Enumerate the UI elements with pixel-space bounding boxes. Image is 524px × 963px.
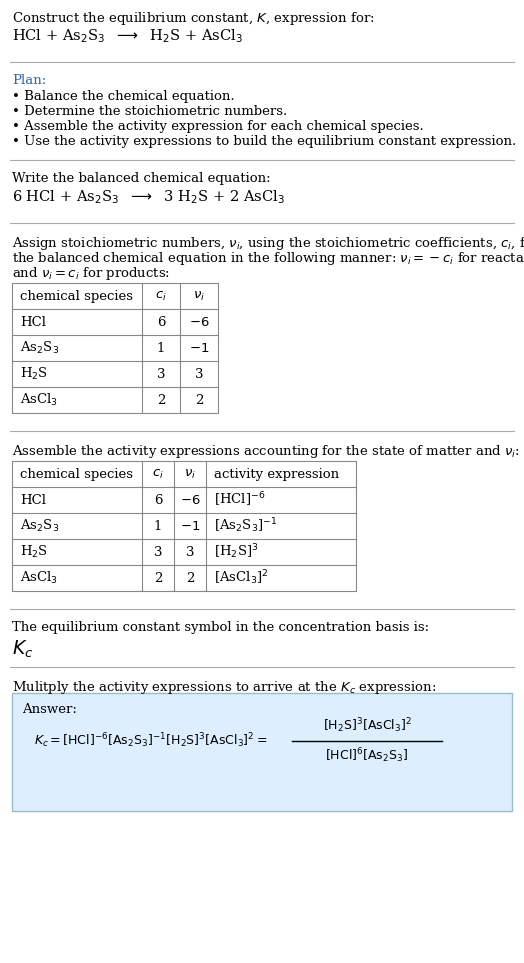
Text: 2: 2 <box>157 394 165 406</box>
Text: [HCl]$^{-6}$: [HCl]$^{-6}$ <box>214 491 266 509</box>
Text: 3: 3 <box>154 545 162 559</box>
Text: activity expression: activity expression <box>214 467 339 481</box>
Text: [AsCl$_3$]$^2$: [AsCl$_3$]$^2$ <box>214 568 268 587</box>
Text: Assemble the activity expressions accounting for the state of matter and $\nu_i$: Assemble the activity expressions accoun… <box>12 443 520 460</box>
Text: 6 HCl + As$_2$S$_3$  $\longrightarrow$  3 H$_2$S + 2 AsCl$_3$: 6 HCl + As$_2$S$_3$ $\longrightarrow$ 3 … <box>12 188 285 206</box>
Text: HCl: HCl <box>20 493 46 507</box>
Text: H$_2$S: H$_2$S <box>20 366 48 382</box>
Text: chemical species: chemical species <box>20 467 133 481</box>
Text: Write the balanced chemical equation:: Write the balanced chemical equation: <box>12 172 270 185</box>
Text: 2: 2 <box>195 394 203 406</box>
Text: $[\mathrm{H_2S}]^3 [\mathrm{AsCl_3}]^2$: $[\mathrm{H_2S}]^3 [\mathrm{AsCl_3}]^2$ <box>323 716 411 736</box>
Text: 2: 2 <box>154 571 162 585</box>
Text: HCl: HCl <box>20 316 46 328</box>
Text: • Balance the chemical equation.: • Balance the chemical equation. <box>12 90 235 103</box>
Text: 3: 3 <box>185 545 194 559</box>
Text: $-1$: $-1$ <box>180 519 200 533</box>
Text: • Determine the stoichiometric numbers.: • Determine the stoichiometric numbers. <box>12 105 287 118</box>
Text: [H$_2$S]$^3$: [H$_2$S]$^3$ <box>214 542 258 561</box>
Text: $-6$: $-6$ <box>180 493 200 507</box>
Text: As$_2$S$_3$: As$_2$S$_3$ <box>20 518 59 534</box>
Text: $-6$: $-6$ <box>189 316 209 328</box>
Text: 6: 6 <box>154 493 162 507</box>
Text: chemical species: chemical species <box>20 290 133 302</box>
Text: the balanced chemical equation in the following manner: $\nu_i = -c_i$ for react: the balanced chemical equation in the fo… <box>12 250 524 267</box>
Text: and $\nu_i = c_i$ for products:: and $\nu_i = c_i$ for products: <box>12 265 170 282</box>
Text: $\nu_i$: $\nu_i$ <box>193 290 205 302</box>
Text: Answer:: Answer: <box>22 703 77 716</box>
Text: HCl + As$_2$S$_3$  $\longrightarrow$  H$_2$S + AsCl$_3$: HCl + As$_2$S$_3$ $\longrightarrow$ H$_2… <box>12 27 243 44</box>
Text: • Assemble the activity expression for each chemical species.: • Assemble the activity expression for e… <box>12 120 424 133</box>
Text: 2: 2 <box>186 571 194 585</box>
Text: 6: 6 <box>157 316 165 328</box>
Text: 3: 3 <box>195 368 203 380</box>
Text: H$_2$S: H$_2$S <box>20 544 48 560</box>
Bar <box>12 461 356 591</box>
Text: $[\mathrm{HCl}]^6 [\mathrm{As_2S_3}]$: $[\mathrm{HCl}]^6 [\mathrm{As_2S_3}]$ <box>325 746 409 766</box>
Text: $K_c = [\mathrm{HCl}]^{-6} [\mathrm{As_2S_3}]^{-1} [\mathrm{H_2S}]^{3} [\mathrm{: $K_c = [\mathrm{HCl}]^{-6} [\mathrm{As_2… <box>34 732 268 750</box>
Text: Plan:: Plan: <box>12 74 46 87</box>
Text: AsCl$_3$: AsCl$_3$ <box>20 392 58 408</box>
Text: • Use the activity expressions to build the equilibrium constant expression.: • Use the activity expressions to build … <box>12 135 516 148</box>
Text: $c_i$: $c_i$ <box>155 290 167 302</box>
Text: $c_i$: $c_i$ <box>152 467 164 481</box>
Text: 1: 1 <box>154 519 162 533</box>
Text: Assign stoichiometric numbers, $\nu_i$, using the stoichiometric coefficients, $: Assign stoichiometric numbers, $\nu_i$, … <box>12 235 524 252</box>
Text: As$_2$S$_3$: As$_2$S$_3$ <box>20 340 59 356</box>
Text: $\nu_i$: $\nu_i$ <box>184 467 196 481</box>
Text: $-1$: $-1$ <box>189 342 209 354</box>
Bar <box>12 283 218 413</box>
FancyBboxPatch shape <box>12 693 512 811</box>
Text: [As$_2$S$_3$]$^{-1}$: [As$_2$S$_3$]$^{-1}$ <box>214 517 277 535</box>
Text: AsCl$_3$: AsCl$_3$ <box>20 570 58 586</box>
Text: Construct the equilibrium constant, $K$, expression for:: Construct the equilibrium constant, $K$,… <box>12 10 375 27</box>
Text: 1: 1 <box>157 342 165 354</box>
Text: $K_c$: $K_c$ <box>12 639 34 661</box>
Text: Mulitply the activity expressions to arrive at the $K_c$ expression:: Mulitply the activity expressions to arr… <box>12 679 436 696</box>
Text: The equilibrium constant symbol in the concentration basis is:: The equilibrium constant symbol in the c… <box>12 621 429 634</box>
Text: 3: 3 <box>157 368 165 380</box>
